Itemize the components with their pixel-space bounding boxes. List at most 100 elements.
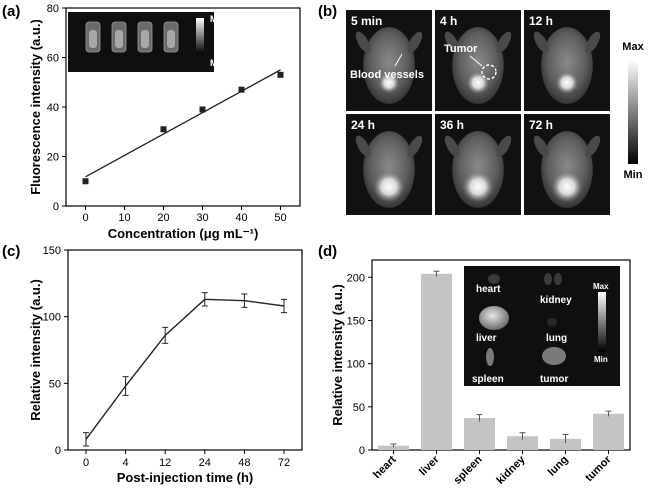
fit-line — [85, 69, 281, 178]
panel-c-label: (c) — [2, 243, 20, 260]
data-point — [199, 106, 206, 113]
x-tick-label: 72 — [278, 457, 290, 469]
y-tick-label: 100 — [347, 359, 365, 371]
inset-colorbar — [196, 18, 204, 54]
tumor-glow — [378, 72, 400, 94]
bar — [593, 413, 624, 450]
mouse-limb — [496, 31, 512, 54]
panel-c-axes: 0 50 100 150 0 4 12 24 48 72 Post-injection time (… — [28, 245, 303, 485]
plot-frame — [371, 259, 631, 451]
tumor-glow — [462, 171, 494, 203]
x-tick-label: 0 — [82, 212, 88, 224]
organ-label: lung — [546, 333, 567, 344]
bar — [507, 436, 538, 450]
mouse-limb — [496, 135, 512, 158]
mouse-limb — [585, 31, 601, 54]
plot-frame — [67, 249, 303, 451]
mouse-body — [452, 27, 504, 104]
panel-b-imaging: (b) 5 min 4 h 12 h 24 h 36 h 72 h Blood vessel… — [318, 3, 645, 215]
panel-a-label: (a) — [2, 3, 20, 20]
tumor-arrow — [469, 55, 483, 67]
x-tick-label: 24 — [199, 457, 211, 469]
inset-vial-glow — [167, 30, 175, 48]
organ-label: liver — [476, 333, 497, 344]
bar — [378, 445, 409, 450]
organ-liver — [479, 306, 509, 330]
organ-tumor — [542, 347, 566, 365]
time-label: 36 h — [440, 118, 464, 132]
data-point — [82, 178, 89, 185]
x-axis-label: Post-injection time (h) — [117, 470, 254, 485]
x-tick-label: heart — [371, 453, 399, 481]
bar — [464, 418, 495, 450]
panel-d-bar: (d) 0 50 100 150 200 heart liver spleen kidney lu… — [318, 243, 631, 487]
x-tick-label: lung — [546, 454, 571, 479]
y-tick-label: 50 — [353, 402, 365, 414]
time-label: 12 h — [529, 14, 553, 28]
x-tick-label: 10 — [118, 212, 130, 224]
data-point — [160, 126, 167, 133]
panel-c-line: (c) 0 50 100 150 0 4 12 24 48 72 Post-injection ti… — [2, 243, 303, 485]
panel-d-label: (d) — [318, 243, 337, 260]
x-tick-label: liver — [417, 453, 442, 478]
tumor-glow — [466, 71, 490, 94]
colorbar-max-label: Max — [622, 41, 644, 53]
organ-scale-min: Min — [594, 355, 608, 364]
y-tick-label: 20 — [47, 152, 59, 164]
x-tick-label: tumor — [583, 453, 614, 484]
mouse-limb — [355, 135, 371, 158]
inset-scale-max: Max — [210, 14, 228, 24]
y-tick-label: 50 — [49, 378, 61, 390]
y-tick-label: 100 — [43, 312, 61, 324]
mouse-limb — [585, 135, 601, 158]
y-tick-label: 150 — [43, 245, 61, 257]
tumor-glow — [373, 171, 405, 203]
time-label: 4 h — [440, 14, 457, 28]
tumor-glow — [551, 171, 583, 203]
tumor-glow — [555, 71, 579, 94]
inset-scale-min: Min — [210, 58, 226, 68]
panel-a-axes: 0 10 20 30 40 50 0 20 40 60 80 Concentration (μg mL… — [28, 3, 301, 241]
y-tick-label: 150 — [347, 315, 365, 327]
organ-label: tumor — [540, 374, 568, 385]
x-tick-label: 12 — [159, 457, 171, 469]
data-point — [238, 86, 245, 93]
inset-vial-glow — [89, 30, 97, 48]
x-tick-label: 30 — [196, 212, 208, 224]
y-tick-label: 0 — [359, 445, 365, 457]
y-tick-label: 60 — [47, 53, 59, 65]
mouse-limb — [533, 135, 549, 158]
tumor-circle — [481, 64, 497, 80]
y-tick-label: 200 — [347, 272, 365, 284]
x-tick-label: 48 — [238, 457, 250, 469]
y-tick-label: 0 — [53, 201, 59, 213]
panel-d-inset-organs: heart kidney liver lung spleen tumor Max Min — [464, 266, 620, 386]
time-label: 24 h — [351, 118, 375, 132]
inset-vial-glow — [115, 30, 123, 48]
y-tick-label: 0 — [55, 445, 61, 457]
organ-label: heart — [476, 284, 501, 295]
organ-label: spleen — [472, 374, 504, 385]
organ-heart — [488, 274, 500, 284]
y-tick-label: 40 — [47, 102, 59, 114]
y-tick-label: 80 — [47, 3, 59, 15]
panel-b-colorbar — [628, 60, 638, 164]
blood-vessels-arrow — [394, 53, 403, 67]
organ-spleen — [486, 348, 494, 366]
x-axis-label: Concentration (μg mL⁻¹) — [108, 226, 259, 241]
tumor-label: Tumor — [444, 43, 478, 55]
x-tick-label: 40 — [235, 212, 247, 224]
x-tick-label: kidney — [494, 453, 528, 487]
mouse-body — [363, 27, 415, 104]
panel-a-scatter: (a) 0 10 20 30 40 50 0 20 40 60 80 Concentration (μ… — [2, 3, 301, 241]
data-point — [277, 71, 284, 78]
bar — [421, 273, 452, 450]
mouse-limb — [444, 135, 460, 158]
bar — [550, 438, 581, 450]
blood-vessels-label: Blood vessels — [350, 69, 424, 81]
mouse-limb — [533, 31, 549, 54]
panel-b-label: (b) — [318, 3, 337, 20]
inset-vial-glow — [141, 30, 149, 48]
